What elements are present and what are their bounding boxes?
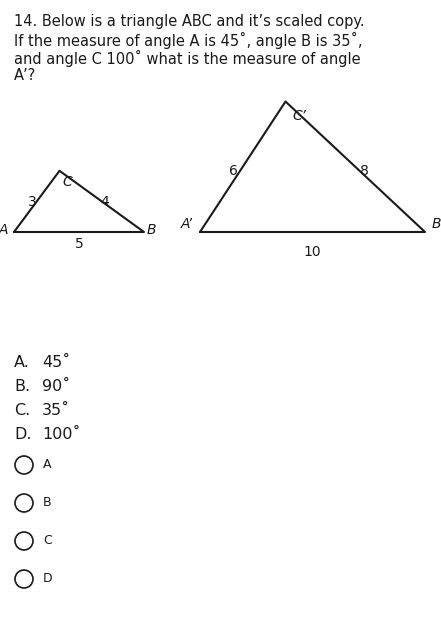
Text: D.: D. [14, 427, 31, 442]
Text: 14. Below is a triangle ABC and it’s scaled copy.: 14. Below is a triangle ABC and it’s sca… [14, 14, 365, 29]
Text: 10: 10 [304, 245, 321, 259]
Text: If the measure of angle A is 45˚, angle B is 35˚,: If the measure of angle A is 45˚, angle … [14, 32, 363, 49]
Text: 5: 5 [75, 237, 83, 251]
Text: B’: B’ [432, 218, 441, 231]
Text: C: C [63, 175, 72, 189]
Text: B: B [147, 223, 157, 238]
Text: C.: C. [14, 403, 30, 418]
Text: 45˚: 45˚ [42, 355, 70, 370]
Text: 4: 4 [101, 195, 109, 209]
Text: A’?: A’? [14, 68, 36, 83]
Text: 6: 6 [229, 164, 238, 178]
Text: A: A [43, 458, 52, 471]
Text: B: B [43, 496, 52, 509]
Text: A: A [0, 223, 8, 238]
Text: 90˚: 90˚ [42, 379, 70, 394]
Text: 8: 8 [360, 164, 369, 178]
Text: D: D [43, 572, 52, 585]
Text: 35˚: 35˚ [42, 403, 70, 418]
Text: A’: A’ [180, 218, 193, 231]
Text: 100˚: 100˚ [42, 427, 81, 442]
Text: and angle C 100˚ what is the measure of angle: and angle C 100˚ what is the measure of … [14, 50, 361, 67]
Text: A.: A. [14, 355, 30, 370]
Text: C: C [43, 534, 52, 547]
Text: B.: B. [14, 379, 30, 394]
Text: 3: 3 [28, 195, 37, 209]
Text: C’: C’ [292, 109, 306, 123]
